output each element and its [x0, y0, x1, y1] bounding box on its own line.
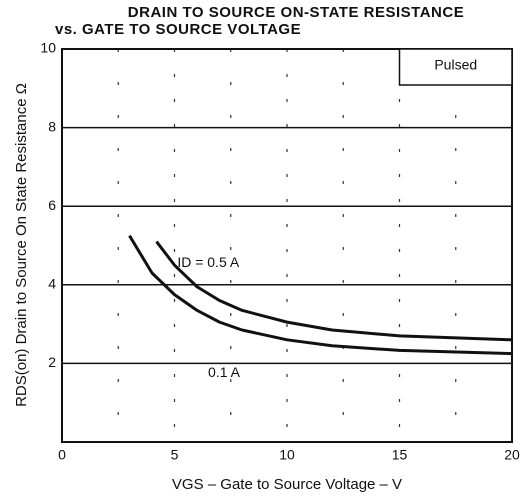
line — [155, 240, 513, 342]
annotation-box — [398, 48, 513, 86]
series-label: 0.1 A — [208, 364, 241, 380]
y-tick-label: 2 — [48, 354, 56, 370]
y-tick-label: 6 — [48, 197, 56, 213]
x-axis-label: VGS – Gate to Source Voltage – V — [172, 476, 402, 493]
x-tick-label: 10 — [279, 447, 295, 463]
plot-frame — [61, 48, 513, 443]
chart-title: DRAIN TO SOURCE ON-STATE RESISTANCE — [128, 4, 464, 21]
y-axis-label: RDS(on) Drain to Source On State Resista… — [13, 83, 30, 407]
y-tick-label: 10 — [40, 40, 56, 56]
chart-subtitle: vs. GATE TO SOURCE VOLTAGE — [55, 21, 301, 38]
y-tick-label: 8 — [48, 118, 56, 134]
x-tick-label: 5 — [171, 447, 179, 463]
line — [128, 234, 513, 356]
series-label: ID = 0.5 A — [177, 254, 240, 270]
annotation: Pulsed — [434, 57, 477, 73]
x-tick-label: 15 — [392, 447, 408, 463]
x-tick-label: 0 — [58, 447, 66, 463]
x-tick-label: 20 — [504, 447, 520, 463]
y-tick-label: 4 — [48, 276, 56, 292]
